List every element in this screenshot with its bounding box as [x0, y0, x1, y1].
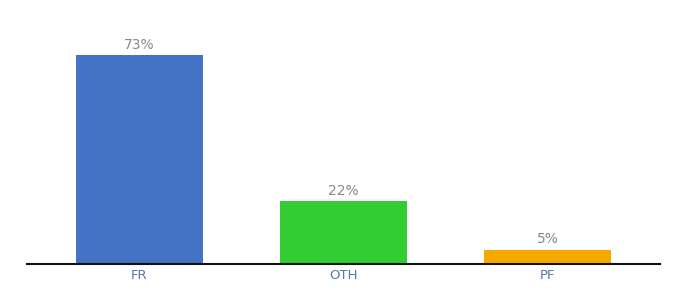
- Text: 22%: 22%: [328, 184, 359, 198]
- Text: 5%: 5%: [537, 232, 558, 246]
- Text: 73%: 73%: [124, 38, 155, 52]
- Bar: [76, 55, 203, 264]
- Bar: [484, 250, 611, 264]
- Bar: [280, 201, 407, 264]
